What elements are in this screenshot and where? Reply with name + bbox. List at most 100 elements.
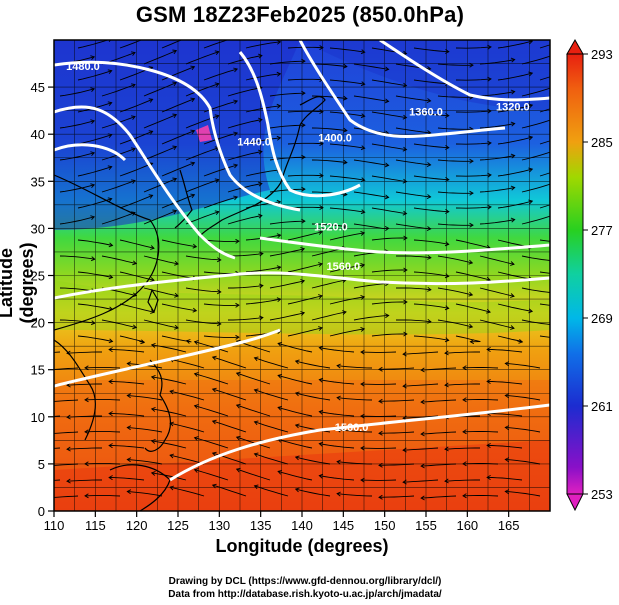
streamline-arrowhead	[336, 459, 341, 465]
streamline	[295, 424, 331, 433]
streamline	[521, 215, 550, 225]
streamline-arrowhead	[510, 89, 516, 95]
streamline	[395, 95, 431, 102]
streamline-arrowhead	[126, 393, 132, 399]
streamline-arrowhead	[318, 409, 324, 415]
streamline	[444, 479, 480, 482]
streamline-arrowhead	[253, 484, 259, 490]
streamline-arrowhead	[169, 453, 175, 459]
streamline-arrowhead	[384, 226, 390, 231]
streamline	[521, 119, 550, 129]
streamline	[269, 124, 305, 129]
streamline-arrowhead	[108, 338, 114, 344]
streamline-arrowhead	[190, 161, 196, 167]
x-tick-label: 135	[250, 518, 272, 533]
streamline-arrowhead	[149, 35, 153, 39]
streamline-arrowhead	[192, 307, 198, 313]
streamline	[277, 374, 313, 385]
streamline	[539, 76, 550, 81]
streamline	[353, 159, 389, 166]
x-tick-label: 125	[167, 518, 189, 533]
streamline-arrowhead	[569, 36, 573, 40]
streamline-arrowhead	[301, 122, 306, 128]
streamline-arrowhead	[258, 117, 263, 123]
streamline-arrowhead	[360, 294, 366, 300]
wind-streamlines	[54, 35, 573, 501]
streamline-arrowhead	[148, 98, 154, 103]
streamline-arrowhead	[235, 403, 241, 409]
streamline	[462, 463, 499, 465]
streamline	[413, 143, 449, 149]
streamline-arrowhead	[107, 197, 113, 202]
streamline	[212, 388, 247, 401]
streamline	[77, 198, 112, 209]
streamline	[287, 110, 324, 113]
streamline	[77, 271, 113, 278]
streamline-arrowhead	[214, 210, 220, 215]
streamline-arrowhead	[193, 468, 199, 473]
streamline	[59, 255, 95, 260]
streamline-arrowhead	[318, 441, 324, 447]
streamline	[371, 79, 407, 87]
streamline-arrowhead	[172, 145, 178, 151]
streamline-arrowhead	[444, 478, 449, 484]
streamline-arrowhead	[233, 99, 239, 105]
streamline-arrowhead	[235, 371, 241, 377]
streamline	[413, 79, 449, 85]
streamline-arrowhead	[235, 302, 240, 308]
streamline-arrowhead	[486, 475, 491, 480]
streamline-arrowhead	[426, 162, 432, 168]
streamline-arrowhead	[169, 389, 175, 395]
streamline-arrowhead	[126, 425, 132, 431]
streamline-arrowhead	[528, 71, 534, 77]
streamline-arrowhead	[214, 114, 220, 119]
streamline-arrowhead	[343, 95, 348, 101]
streamline-arrowhead	[233, 195, 239, 201]
streamline	[505, 426, 541, 433]
streamline-arrowhead	[235, 334, 240, 340]
streamline-arrowhead	[211, 419, 217, 425]
streamline	[337, 397, 373, 401]
contour-label: 1560.0	[335, 422, 369, 434]
streamline	[287, 174, 324, 177]
streamline	[295, 392, 331, 401]
streamline	[227, 151, 262, 161]
streamline-arrowhead	[552, 53, 556, 57]
streamline	[295, 456, 331, 465]
streamline-arrowhead	[174, 324, 179, 330]
streamline	[311, 95, 347, 100]
streamline-arrowhead	[276, 103, 282, 109]
streamline-arrowhead	[510, 57, 516, 63]
streamline-arrowhead	[420, 367, 425, 373]
streamline-arrowhead	[318, 377, 324, 383]
streamline	[421, 431, 457, 435]
streamline	[66, 447, 102, 450]
streamline-arrowhead	[378, 366, 383, 372]
colorbar: 293 285 277 269 261 253	[566, 38, 613, 512]
streamline-arrowhead	[444, 273, 450, 279]
streamline-arrowhead	[235, 435, 241, 441]
streamline	[455, 206, 492, 209]
streamline	[109, 445, 145, 449]
streamline-arrowhead	[132, 260, 138, 266]
streamline	[437, 255, 473, 264]
streamline-arrowhead	[233, 67, 239, 73]
streamline-arrowhead	[552, 149, 556, 153]
colorbar-tick-label: 269	[591, 311, 613, 326]
streamline	[371, 175, 407, 183]
streamline	[319, 379, 355, 385]
streamline-arrowhead	[360, 262, 366, 268]
streamline-arrowhead	[148, 130, 154, 135]
streamline-arrowhead	[444, 446, 449, 452]
streamline	[127, 459, 163, 465]
streamline	[455, 174, 492, 177]
streamline	[539, 303, 550, 306]
y-tick-label: 20	[31, 316, 45, 331]
streamline	[236, 436, 271, 449]
y-tick-label: 40	[31, 127, 45, 142]
streamline	[413, 111, 449, 117]
streamline	[378, 367, 415, 370]
streamline-arrowhead	[172, 49, 178, 55]
streamline-arrowhead	[504, 489, 510, 495]
contour-line	[298, 40, 506, 139]
